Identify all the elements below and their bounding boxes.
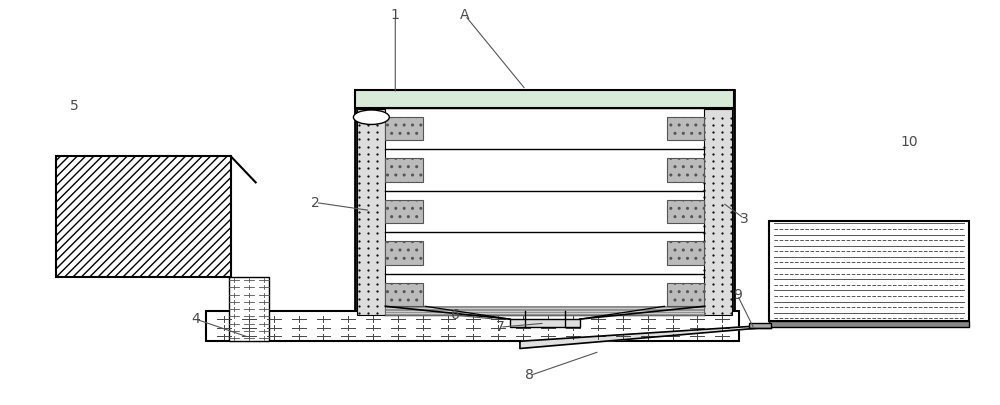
Bar <box>206 311 739 341</box>
Text: A: A <box>460 9 470 22</box>
Bar <box>704 109 732 315</box>
Bar <box>385 117 423 141</box>
Text: 7: 7 <box>496 320 504 334</box>
Bar <box>667 200 704 223</box>
Bar <box>385 241 423 264</box>
Text: 4: 4 <box>191 312 200 326</box>
Bar <box>667 117 704 141</box>
Bar <box>385 200 423 223</box>
Circle shape <box>353 110 389 124</box>
Bar <box>56 156 231 277</box>
Bar <box>769 221 969 321</box>
Bar <box>357 109 385 315</box>
Text: 1: 1 <box>391 9 400 22</box>
Bar <box>385 306 704 315</box>
Bar <box>355 90 734 323</box>
Text: 2: 2 <box>311 196 320 209</box>
Text: 6: 6 <box>451 308 460 322</box>
Bar <box>749 323 771 328</box>
Text: 9: 9 <box>733 288 742 302</box>
Bar <box>385 158 423 182</box>
Bar <box>229 277 269 341</box>
Bar <box>667 283 704 306</box>
Bar <box>355 90 734 108</box>
Bar <box>667 241 704 264</box>
Text: 8: 8 <box>525 369 534 382</box>
Text: 3: 3 <box>740 211 749 226</box>
Bar <box>667 158 704 182</box>
Bar <box>510 319 580 327</box>
Text: 10: 10 <box>900 135 918 149</box>
Text: 5: 5 <box>70 99 79 113</box>
Bar <box>769 321 969 327</box>
Polygon shape <box>520 325 769 349</box>
Bar <box>385 283 423 306</box>
